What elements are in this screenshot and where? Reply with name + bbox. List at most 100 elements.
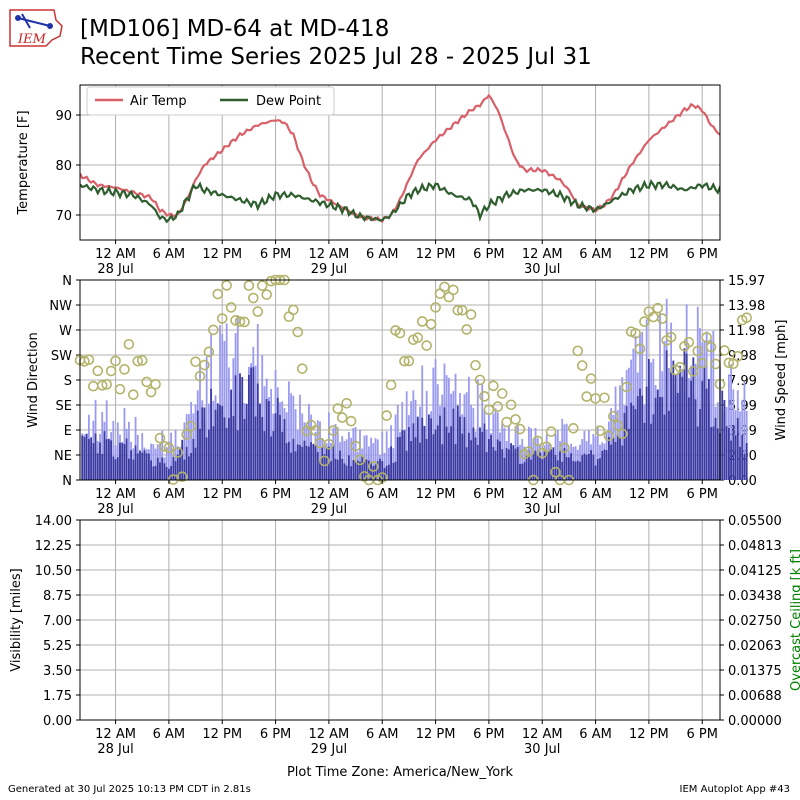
wind-speed-bar xyxy=(539,452,541,480)
wind-speed-bar xyxy=(547,451,550,480)
wind-speed-bar xyxy=(170,465,173,480)
wind-speed-bar xyxy=(683,348,686,480)
wind-speed-bar xyxy=(716,428,719,480)
wind-speed-bar xyxy=(645,386,648,480)
x-tick-label: 12 AM xyxy=(308,487,349,502)
wind-speed-bar xyxy=(261,416,264,480)
wind-speed-bar xyxy=(721,390,724,480)
wind-speed-bar xyxy=(412,423,415,480)
wind-speed-bar xyxy=(152,466,155,480)
wind-speed-bar xyxy=(234,375,237,480)
wind-speed-bar xyxy=(601,450,604,480)
direction-tick-label: E xyxy=(64,424,72,439)
x-tick-label: 12 AM xyxy=(522,247,563,262)
wind-speed-bar xyxy=(430,418,433,480)
wind-speed-bar xyxy=(145,453,148,480)
x-date-label: 28 Jul xyxy=(97,262,133,277)
wind-direction-marker xyxy=(541,441,552,453)
wind-gust-bar xyxy=(159,443,161,480)
wind-gust-bar xyxy=(152,444,155,480)
wind-speed-bar xyxy=(672,360,675,480)
wind-gust-bar xyxy=(334,423,337,480)
x-tick-label: 12 AM xyxy=(522,487,563,502)
wind-direction-marker xyxy=(705,341,717,353)
wind-direction-marker xyxy=(203,346,215,358)
wind-speed-bar xyxy=(179,449,181,480)
wind-speed-bar xyxy=(561,461,564,480)
legend-label-dew-point: Dew Point xyxy=(256,94,321,109)
wind-speed-bar xyxy=(434,429,437,480)
wind-direction-marker xyxy=(674,361,686,373)
wind-speed-bar xyxy=(710,427,713,480)
wind-speed-bar xyxy=(452,408,455,480)
wind-gust-bar xyxy=(696,306,699,480)
wind-gust-bar xyxy=(194,404,197,480)
wind-direction-marker xyxy=(710,358,721,370)
wind-speed-bar xyxy=(696,426,699,480)
wind-speed-bar xyxy=(361,455,364,480)
wind-gust-bar xyxy=(345,439,348,480)
plot-frame xyxy=(79,519,721,721)
wind-gust-bar xyxy=(336,427,339,480)
wind-speed-bar xyxy=(399,436,401,480)
wind-speed-bar xyxy=(734,435,737,480)
wind-direction-marker xyxy=(492,401,504,412)
wind-gust-bar xyxy=(270,388,273,480)
wind-gust-bar xyxy=(343,440,346,480)
wind-speed-bar xyxy=(639,388,641,480)
wind-speed-bar xyxy=(574,461,577,480)
wind-direction-marker xyxy=(323,438,335,450)
wind-speed-bar xyxy=(270,436,273,480)
wind-speed-bar xyxy=(679,365,681,480)
speed-tick-label: 7.99 xyxy=(728,374,757,389)
x-tick-label: 6 PM xyxy=(686,727,717,742)
x-tick-label: 6 PM xyxy=(260,487,291,502)
wind-speed-bar xyxy=(159,462,161,480)
x-date-label: 30 Jul xyxy=(524,262,560,277)
wind-speed-bar xyxy=(510,443,513,480)
wind-gust-bar xyxy=(596,425,599,480)
wind-speed-bar xyxy=(339,450,341,480)
wind-direction-marker xyxy=(665,331,677,343)
wind-speed-bar xyxy=(114,459,117,480)
wind-speed-bar xyxy=(525,454,528,480)
wind-gust-bar xyxy=(287,381,290,480)
wind-speed-bar xyxy=(299,445,301,480)
legend-label-air-temp: Air Temp xyxy=(130,94,187,109)
wind-speed-bar xyxy=(363,458,366,480)
wind-speed-bar xyxy=(345,465,348,480)
x-tick-label: 6 AM xyxy=(153,247,186,262)
wind-gust-bar xyxy=(519,444,521,480)
wind-speed-bar xyxy=(494,450,497,480)
wind-speed-bar xyxy=(445,426,448,480)
wind-speed-bar xyxy=(343,463,346,480)
wind-gust-bar xyxy=(730,364,733,480)
wind-direction-marker xyxy=(119,364,130,375)
wind-gust-bar xyxy=(341,436,344,480)
x-date-label: 29 Jul xyxy=(311,262,347,277)
wind-speed-bar xyxy=(112,456,115,480)
y-axis-label: Wind Direction xyxy=(26,332,41,428)
wind-gust-bar xyxy=(190,401,193,480)
wind-gust-bar xyxy=(619,385,621,480)
wind-speed-bar xyxy=(650,423,653,480)
wind-gust-bar xyxy=(410,401,413,480)
wind-direction-marker xyxy=(425,318,437,330)
x-tick-label: 6 PM xyxy=(473,247,504,262)
wind-direction-marker xyxy=(608,411,619,422)
wind-speed-bar xyxy=(530,459,533,480)
wind-speed-bar xyxy=(443,407,446,480)
wind-speed-bar xyxy=(205,437,208,480)
wind-direction-marker xyxy=(256,280,268,291)
wind-speed-bar xyxy=(232,416,235,480)
wind-speed-bar xyxy=(667,410,670,480)
direction-tick-label: S xyxy=(64,374,72,389)
wind-speed-bar xyxy=(587,453,590,480)
wind-gust-bar xyxy=(434,359,437,480)
wind-gust-bar xyxy=(167,441,170,480)
wind-gust-bar xyxy=(561,418,564,480)
wind-speed-bar xyxy=(712,426,715,480)
wind-speed-bar xyxy=(627,428,630,480)
wind-direction-marker xyxy=(328,425,339,436)
wind-speed-bar xyxy=(419,442,421,480)
